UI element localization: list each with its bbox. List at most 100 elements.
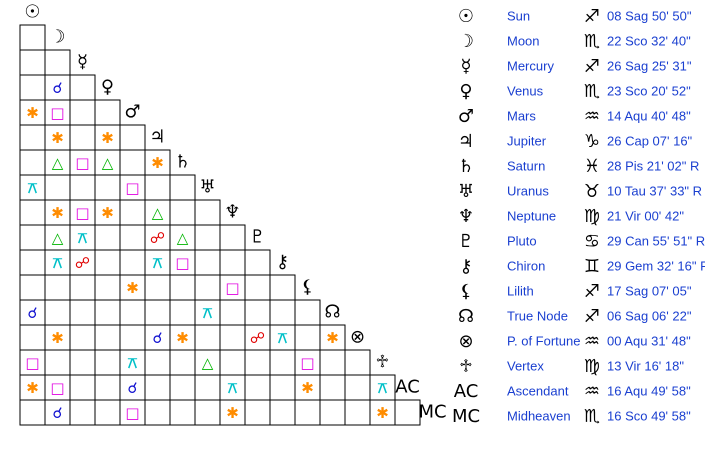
sign-glyph: ♒	[584, 106, 600, 127]
sign-glyph: ♍	[584, 356, 600, 377]
grid-cell	[219, 324, 246, 351]
planet-name[interactable]: P. of Fortune	[507, 333, 580, 348]
aspect-symbol: ✱	[226, 404, 239, 422]
aspect-symbol: ⚻	[278, 329, 288, 347]
grid-planet-glyph: ☊	[325, 302, 341, 323]
planet-name[interactable]: Mercury	[507, 58, 554, 73]
grid-cell	[219, 224, 246, 251]
grid-cell	[144, 274, 171, 301]
aspect-symbol: ☌	[152, 329, 162, 347]
grid-cell	[144, 324, 171, 351]
planet-position: 17 Sag 07' 05"	[607, 283, 692, 298]
grid-planet-glyph: ⊗	[350, 327, 365, 348]
grid-cell	[294, 324, 321, 351]
grid-cell	[19, 124, 46, 151]
grid-cell	[44, 49, 71, 76]
sign-glyph: ♒	[584, 331, 600, 352]
aspect-symbol: ⚻	[203, 304, 213, 322]
aspect-symbol: □	[75, 204, 89, 222]
grid-cell	[269, 299, 296, 326]
planet-name[interactable]: Jupiter	[507, 133, 547, 148]
grid-cell	[244, 299, 271, 326]
grid-cell	[344, 399, 371, 426]
grid-planet-glyph: ♱	[376, 352, 390, 373]
grid-cell	[169, 199, 196, 226]
aspect-symbol: △	[152, 204, 164, 222]
aspect-symbol: △	[177, 229, 189, 247]
grid-cell	[69, 249, 96, 276]
planet-name[interactable]: Moon	[507, 33, 540, 48]
planet-name[interactable]: Sun	[507, 8, 530, 23]
grid-cell	[119, 124, 146, 151]
grid-cell	[169, 374, 196, 401]
grid-cell	[44, 174, 71, 201]
planet-position: 23 Sco 20' 52"	[607, 83, 691, 98]
grid-cell	[119, 399, 146, 426]
grid-cell	[69, 124, 96, 151]
grid-planet-glyph: ♀	[101, 77, 114, 98]
aspect-symbol: □	[50, 104, 64, 122]
planet-position: 16 Aqu 49' 58"	[607, 383, 691, 398]
grid-cell	[244, 349, 271, 376]
planet-name[interactable]: Uranus	[507, 183, 549, 198]
grid-cell	[244, 399, 271, 426]
aspect-symbol: ⚻	[28, 179, 38, 197]
aspect-symbol: ☌	[52, 79, 62, 97]
planet-name[interactable]: True Node	[507, 308, 568, 323]
grid-cell	[169, 349, 196, 376]
planet-position: 10 Tau 37' 33" R	[607, 183, 702, 198]
sign-glyph: ♏	[584, 406, 600, 427]
planet-position: 29 Can 55' 51" R	[607, 233, 705, 248]
grid-cell	[19, 399, 46, 426]
grid-cell	[94, 199, 121, 226]
aspect-symbol: ✱	[101, 129, 114, 147]
aspect-symbol: △	[52, 229, 64, 247]
aspect-symbol: □	[125, 404, 139, 422]
grid-cell	[119, 324, 146, 351]
grid-planet-glyph: ☽	[49, 27, 65, 48]
aspect-symbol: ✱	[376, 404, 389, 422]
aspect-symbol: ✱	[126, 279, 139, 297]
aspect-symbol: ☍	[75, 254, 90, 272]
aspect-symbol: ✱	[101, 204, 114, 222]
planet-name[interactable]: Venus	[507, 83, 544, 98]
grid-cell	[319, 399, 346, 426]
sign-glyph: ♐	[584, 6, 600, 27]
grid-cell	[94, 224, 121, 251]
grid-cell	[69, 399, 96, 426]
planet-glyph: ☉	[458, 6, 474, 27]
planet-name[interactable]: Ascendant	[507, 383, 569, 398]
planet-glyph: ♃	[458, 131, 474, 152]
grid-cell	[294, 399, 321, 426]
aspect-symbol: □	[225, 279, 239, 297]
grid-cell	[19, 49, 46, 76]
grid-planet-glyph: ♃	[149, 127, 165, 148]
planet-glyph: ☊	[458, 306, 474, 327]
grid-cell	[219, 299, 246, 326]
grid-cell	[269, 274, 296, 301]
grid-cell	[44, 199, 71, 226]
grid-cell	[94, 174, 121, 201]
planet-name[interactable]: Chiron	[507, 258, 545, 273]
grid-planet-glyph: ♅	[199, 177, 215, 198]
planet-name[interactable]: Mars	[507, 108, 536, 123]
grid-cell	[194, 274, 221, 301]
planet-name[interactable]: Saturn	[507, 158, 545, 173]
planet-name[interactable]: Neptune	[507, 208, 556, 223]
planet-name[interactable]: Pluto	[507, 233, 537, 248]
aspect-symbol: △	[202, 354, 214, 372]
grid-cell	[119, 249, 146, 276]
grid-cell	[94, 99, 121, 126]
grid-cell	[269, 349, 296, 376]
planet-name[interactable]: Vertex	[507, 358, 544, 373]
grid-cell	[144, 249, 171, 276]
grid-cell	[369, 374, 396, 401]
planet-name[interactable]: Lilith	[507, 283, 534, 298]
planet-name[interactable]: Midheaven	[507, 408, 571, 423]
grid-cell	[44, 299, 71, 326]
aspect-symbol: □	[50, 379, 64, 397]
grid-planet-glyph: ♄	[174, 152, 190, 173]
planet-glyph: ♇	[458, 231, 474, 252]
grid-cell	[169, 299, 196, 326]
